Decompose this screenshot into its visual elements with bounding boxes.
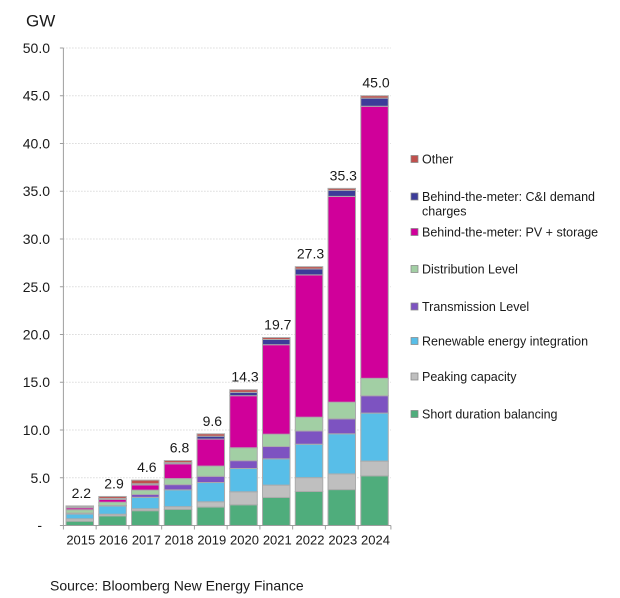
svg-text:45.0: 45.0: [362, 75, 389, 91]
svg-text:2021: 2021: [263, 533, 292, 548]
svg-text:Renewable energy integration: Renewable energy integration: [422, 335, 588, 349]
svg-text:2017: 2017: [132, 533, 161, 548]
svg-text:27.3: 27.3: [297, 246, 324, 262]
svg-text:2.2: 2.2: [72, 485, 92, 501]
svg-text:5.0: 5.0: [31, 470, 51, 486]
svg-text:Source: Bloomberg New Energy F: Source: Bloomberg New Energy Finance: [50, 578, 304, 594]
svg-text:19.7: 19.7: [264, 317, 291, 333]
svg-text:10.0: 10.0: [23, 422, 50, 438]
svg-text:charges: charges: [422, 205, 466, 219]
svg-text:Behind-the-meter: PV + storage: Behind-the-meter: PV + storage: [422, 226, 598, 240]
svg-text:2016: 2016: [99, 533, 128, 548]
svg-text:GW: GW: [26, 12, 55, 31]
svg-text:2023: 2023: [328, 533, 357, 548]
svg-text:Short duration balancing: Short duration balancing: [422, 408, 558, 422]
svg-text:4.6: 4.6: [137, 459, 157, 475]
svg-text:35.3: 35.3: [330, 167, 357, 183]
svg-text:9.6: 9.6: [203, 413, 223, 429]
svg-text:6.8: 6.8: [170, 440, 190, 456]
svg-text:-: -: [37, 517, 42, 533]
svg-text:50.0: 50.0: [23, 40, 50, 56]
svg-text:14.3: 14.3: [231, 369, 258, 385]
svg-text:Behind-the-meter: C&I demand: Behind-the-meter: C&I demand: [422, 190, 595, 204]
svg-text:40.0: 40.0: [23, 136, 50, 152]
svg-text:2015: 2015: [66, 533, 95, 548]
svg-text:2018: 2018: [165, 533, 194, 548]
svg-text:Distribution Level: Distribution Level: [422, 263, 518, 277]
svg-text:25.0: 25.0: [23, 279, 50, 295]
svg-text:15.0: 15.0: [23, 374, 50, 390]
svg-text:2022: 2022: [296, 533, 325, 548]
svg-text:2024: 2024: [361, 533, 390, 548]
svg-text:Transmission Level: Transmission Level: [422, 300, 529, 314]
svg-text:Peaking capacity: Peaking capacity: [422, 370, 517, 384]
svg-text:2.9: 2.9: [104, 476, 124, 492]
svg-text:45.0: 45.0: [23, 88, 50, 104]
svg-text:2019: 2019: [197, 533, 226, 548]
svg-text:20.0: 20.0: [23, 327, 50, 343]
svg-text:35.0: 35.0: [23, 183, 50, 199]
svg-text:30.0: 30.0: [23, 231, 50, 247]
svg-text:Other: Other: [422, 153, 453, 167]
svg-text:2020: 2020: [230, 533, 259, 548]
